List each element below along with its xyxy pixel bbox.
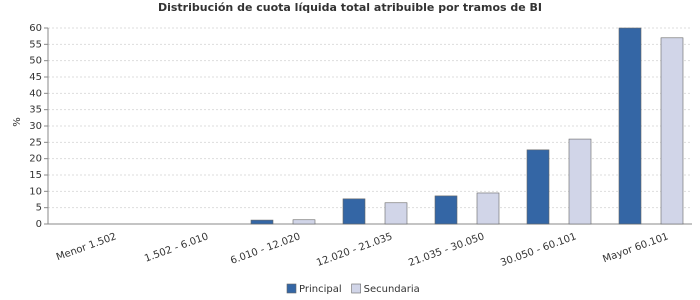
legend-label: Principal: [299, 284, 342, 295]
bar: [568, 138, 592, 225]
y-tick-label: 45: [29, 72, 42, 83]
bar: [250, 219, 274, 225]
bar: [618, 27, 642, 225]
bar: [434, 195, 458, 225]
y-tick-label: 5: [36, 203, 42, 214]
y-axis-label: %: [12, 117, 23, 127]
y-tick-label: 0: [36, 219, 42, 230]
bar: [384, 202, 408, 225]
y-tick-label: 60: [29, 23, 42, 34]
y-tick-label: 35: [29, 105, 42, 116]
y-tick-label: 10: [29, 186, 42, 197]
x-tick-label: 1.502 - 6.010: [143, 231, 210, 264]
bar: [660, 37, 684, 225]
bar: [292, 219, 316, 225]
bar: [526, 149, 550, 225]
y-tick-label: 30: [29, 121, 42, 132]
legend-swatch: [286, 283, 297, 294]
y-tick-label: 20: [29, 154, 42, 165]
y-tick-label: 15: [29, 170, 42, 181]
x-tick-label: 21.035 - 30.050: [407, 231, 486, 269]
y-tick-label: 25: [29, 137, 42, 148]
x-tick-label: Mayor 60.101: [601, 231, 670, 265]
x-tick-label: Menor 1.502: [55, 231, 118, 263]
legend-label: Secundaria: [364, 284, 420, 295]
x-tick-label: 30.050 - 60.101: [499, 231, 578, 269]
legend-swatch: [351, 283, 361, 294]
bar: [476, 192, 500, 225]
y-tick-label: 40: [29, 88, 42, 99]
chart-title: Distribución de cuota líquida total atri…: [158, 1, 542, 14]
bar: [342, 198, 366, 225]
y-tick-label: 50: [29, 56, 42, 67]
x-tick-label: 12.020 - 21.035: [315, 231, 394, 269]
x-tick-label: 6.010 - 12.020: [229, 231, 302, 267]
y-tick-label: 55: [29, 39, 42, 50]
